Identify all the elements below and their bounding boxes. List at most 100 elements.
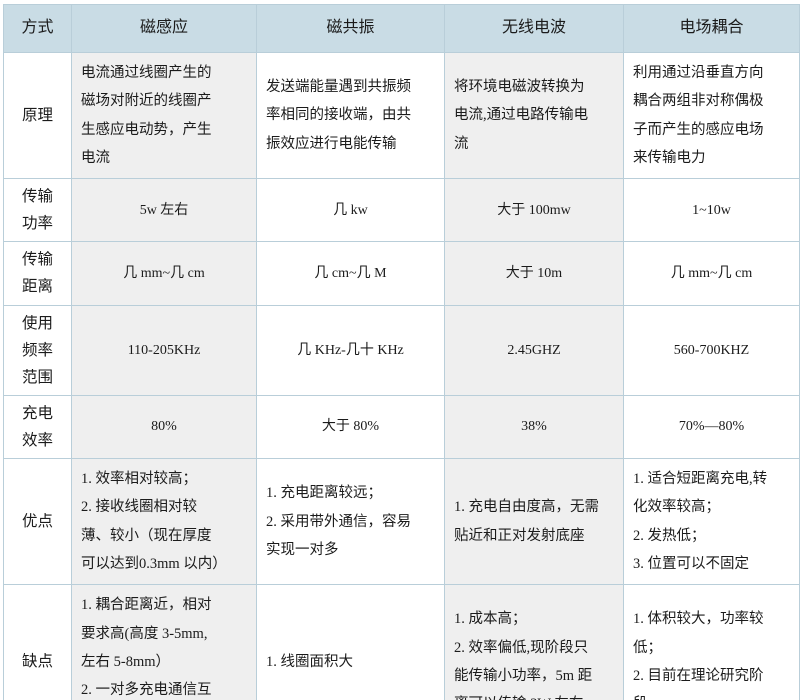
table-cell-r3-c0: 110-205KHz xyxy=(71,304,257,396)
table-cell-r4-c3: 70%—80% xyxy=(623,394,800,460)
cell-line: 38% xyxy=(521,419,547,435)
table-cell-r5-c1: 1. 充电距离较远； 2. 采用带外通信，容易 实现一对多 xyxy=(256,458,445,586)
cell-line: 大于 10m xyxy=(505,265,563,281)
table-body: 原理 电流通过线圈产生的 磁场对附近的线圈产 生感应电动势，产生 电流 发送端能量遇到共振… xyxy=(3,51,800,700)
cell-line: 几 mm~几 cm xyxy=(123,265,205,281)
row-header-6: 缺点 xyxy=(3,584,72,700)
cell-line: 几 KHz-几十 KHz xyxy=(297,342,404,358)
column-header-method: 方式 xyxy=(3,4,72,53)
table-cell-r0-c1: 发送端能量遇到共振频 率相同的接收端，由共 振效应进行电能传输 xyxy=(256,51,445,180)
table-cell-r0-c2: 将环境电磁波转换为 电流,通过电路传输电流 xyxy=(444,51,624,180)
cell-line: 流 xyxy=(454,135,469,152)
table-row: 传输功率 5w 左右 几 kw 大于 100mw 1~10w xyxy=(3,178,800,243)
row-header-3: 使用 频率 范围 xyxy=(3,304,72,396)
cell-line: 560-700KHZ xyxy=(673,342,750,358)
cell-line: 段 xyxy=(633,690,790,700)
cell-line: 2. 效率偏低,现阶段只 xyxy=(454,639,589,656)
cell-line: 3. 位置可以不固定 xyxy=(633,555,749,572)
cell-line: 磁场对附近的线圈产 xyxy=(81,93,212,110)
row-header-5: 优点 xyxy=(3,458,72,586)
cell-line: 低； xyxy=(633,639,662,656)
table-cell-r3-c1: 几 KHz-几十 KHz xyxy=(256,304,445,396)
row-header-0: 原理 xyxy=(3,51,72,180)
cell-line: 子而产生的感应电场 xyxy=(633,121,764,138)
table-cell-r0-c0: 电流通过线圈产生的 磁场对附近的线圈产 生感应电动势，产生 电流 xyxy=(71,51,257,180)
cell-line: 利用通过沿垂直方向 xyxy=(633,65,764,81)
cell-line: 振效应进行电能传输 xyxy=(266,135,397,152)
table-row: 传输 距离 几 mm~几 cm 几 cm~几 M 大于 10m 几 mm~几 cm xyxy=(3,241,800,306)
table-cell-r5-c2: 1. 充电自由度高，无需 贴近和正对发射底座 xyxy=(444,458,624,586)
cell-line: 几 mm~几 cm xyxy=(670,265,753,281)
table-row: 优点 1. 效率相对较高； 2. 接收线圈相对较 薄、较小（现在厚度 可以达到0.3mm… xyxy=(3,458,800,586)
row-header-line: 距离 xyxy=(21,278,53,296)
column-header-electric-field-coupling: 电场耦合 xyxy=(623,4,800,53)
table-row: 缺点 1. 耦合距离近，相对 要求高(高度 3-5mm, 左右 5-8mm） 2. 一对… xyxy=(3,584,800,700)
row-header-line: 使用 xyxy=(21,314,53,332)
table-cell-r1-c2: 大于 100mw xyxy=(444,178,624,243)
cell-line: 贴近和正对发射底座 xyxy=(454,527,585,544)
row-header-line: 功率 xyxy=(21,215,53,233)
row-header-line: 原理 xyxy=(21,106,53,124)
row-header-line: 范围 xyxy=(21,368,53,386)
table-cell-r2-c1: 几 cm~几 M xyxy=(256,241,445,306)
cell-line: 可以达到0.3mm 以内） xyxy=(81,555,227,572)
table-cell-r3-c3: 560-700KHZ xyxy=(623,304,800,396)
cell-line: 几 cm~几 M xyxy=(314,265,387,281)
cell-line: 薄、较小（现在厚度 xyxy=(81,527,212,544)
row-header-4: 充电 效率 xyxy=(3,394,72,460)
table-cell-r1-c3: 1~10w xyxy=(623,178,800,243)
cell-line: 70%—80% xyxy=(678,419,745,435)
cell-line: 1. 效率相对较高； xyxy=(81,471,197,488)
table-cell-r4-c2: 38% xyxy=(444,394,624,460)
row-header-line: 缺点 xyxy=(21,653,53,671)
cell-line: 2. 目前在理论研究阶 xyxy=(633,667,764,684)
table-cell-r1-c0: 5w 左右 xyxy=(71,178,257,243)
table-cell-r4-c0: 80% xyxy=(71,394,257,460)
cell-line: 1. 充电自由度高，无需 xyxy=(454,499,599,516)
table-row: 充电 效率 80% 大于 80% 38% 70%—80% xyxy=(3,394,800,460)
table-row: 使用 频率 范围 110-205KHz 几 KHz-几十 KHz 2.45GHZ 560-7… xyxy=(3,304,800,396)
cell-line: 耦合两组非对称偶极 xyxy=(633,93,764,110)
table-cell-r6-c0: 1. 耦合距离近，相对 要求高(高度 3-5mm, 左右 5-8mm） 2. 一对多充… xyxy=(71,584,257,700)
table-cell-r2-c0: 几 mm~几 cm xyxy=(71,241,257,306)
cell-line: 左右 5-8mm） xyxy=(81,653,171,670)
row-header-1: 传输 功率 xyxy=(3,178,72,243)
cell-line: 几 kw xyxy=(333,202,368,218)
cell-line: 1. 充电距离较远； xyxy=(266,485,382,502)
cell-line: 1. 体积较大，功率较 xyxy=(633,611,764,628)
cell-line: 2. 接收线圈相对较 xyxy=(81,499,197,516)
cell-line: 2. 一对多充电通信互 xyxy=(81,682,212,699)
cell-line: 1. 适合短距离充电,转 xyxy=(633,471,768,488)
row-header-line: 优点 xyxy=(21,513,53,531)
cell-line: 实现一对多 xyxy=(266,541,339,558)
cell-line: 1. 线圈面积大 xyxy=(266,653,353,670)
cell-line: 电流 xyxy=(81,149,110,166)
table-cell-r5-c0: 1. 效率相对较高； 2. 接收线圈相对较 薄、较小（现在厚度 可以达到0.3mm 以… xyxy=(71,458,257,586)
table-cell-r2-c2: 大于 10m xyxy=(444,241,624,306)
cell-line: 电流通过线圈产生的 xyxy=(81,65,212,81)
row-header-line: 传输 xyxy=(21,188,53,206)
table-cell-r5-c3: 1. 适合短距离充电,转 化效率较高； 2. 发热低； 3. 位置可以不固定 xyxy=(623,458,800,586)
cell-line: 5w 左右 xyxy=(139,202,189,218)
cell-line: 2. 发热低； xyxy=(633,527,706,544)
cell-line: 生感应电动势，产生 xyxy=(81,121,212,138)
column-header-magnetic-induction: 磁感应 xyxy=(71,4,257,53)
table-cell-r6-c1: 1. 线圈面积大 xyxy=(256,584,445,700)
table-cell-r0-c3: 利用通过沿垂直方向 耦合两组非对称偶极 子而产生的感应电场 来传输电力 xyxy=(623,51,800,180)
table-cell-r2-c3: 几 mm~几 cm xyxy=(623,241,800,306)
table-cell-r3-c2: 2.45GHZ xyxy=(444,304,624,396)
cell-line: 1. 耦合距离近，相对 xyxy=(81,597,212,614)
row-header-2: 传输 距离 xyxy=(3,241,72,306)
comparison-table: 方式 磁感应 磁共振 无线电波 电场耦合 原理 电流通过线圈产生的 磁场对附近的线圈… xyxy=(3,4,800,700)
cell-line: 来传输电力 xyxy=(633,149,706,166)
cell-line: 能传输小功率，5m 距 xyxy=(454,667,593,684)
cell-line: 将环境电磁波转换为 xyxy=(454,79,585,96)
cell-line: 大于 100mw xyxy=(497,202,571,218)
cell-line: 80% xyxy=(151,419,177,435)
cell-line: 电流,通过电路传输电 xyxy=(454,107,589,124)
cell-line: 1~10w xyxy=(692,202,731,218)
table-cell-r4-c1: 大于 80% xyxy=(256,394,445,460)
